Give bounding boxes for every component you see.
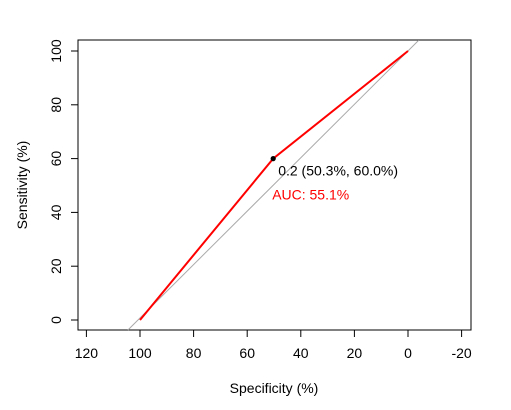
plot-area [128,40,419,330]
y-tick-label: 0 [48,316,64,324]
threshold-point [271,156,276,161]
y-tick-label: 60 [48,151,64,167]
x-axis: 120 100 80 60 40 20 0 -20 [75,330,472,361]
x-tick-label: 0 [404,345,412,361]
diagonal-reference-line [128,40,419,330]
x-tick-label: -20 [451,345,471,361]
y-axis: 0 20 40 60 80 100 [48,39,78,324]
y-tick-label: 40 [48,204,64,220]
y-axis-title: Sensitivity (%) [14,141,30,230]
y-tick-label: 80 [48,97,64,113]
plot-frame [78,40,471,330]
x-tick-label: 80 [186,345,202,361]
y-tick-label: 100 [48,39,64,63]
auc-label: AUC: 55.1% [272,187,349,203]
x-tick-label: 40 [293,345,309,361]
y-tick-label: 20 [48,258,64,274]
x-tick-label: 120 [75,345,99,361]
threshold-label: 0.2 (50.3%, 60.0%) [278,163,398,179]
x-tick-label: 100 [128,345,152,361]
x-tick-label: 20 [347,345,363,361]
x-tick-label: 60 [239,345,255,361]
x-axis-title: Specificity (%) [230,380,319,396]
